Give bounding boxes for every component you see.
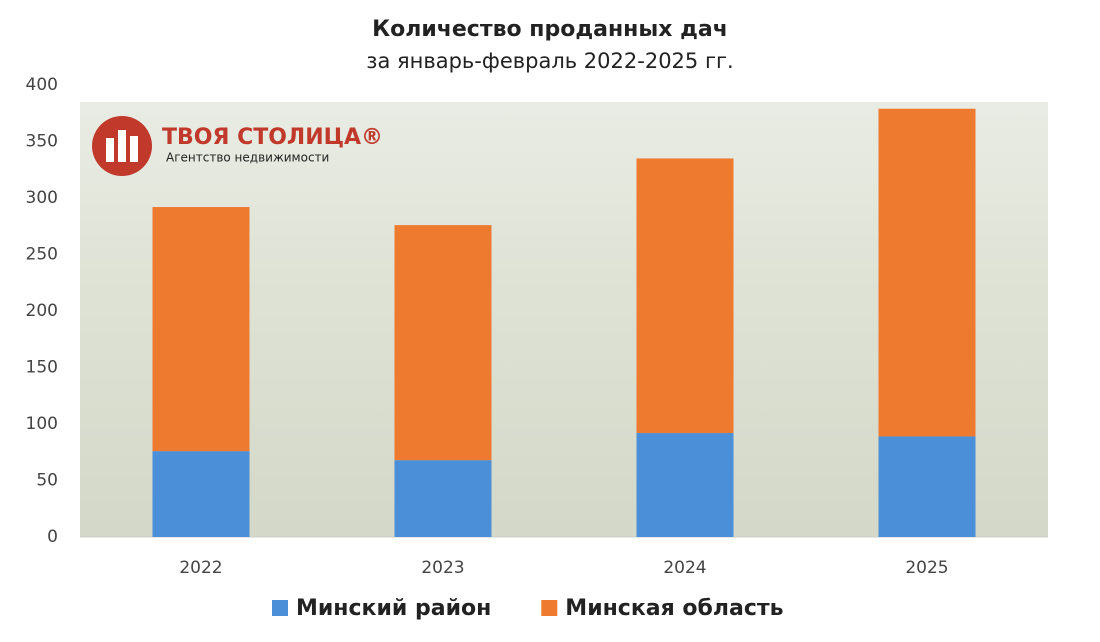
y-tick-label: 0 [47, 527, 58, 547]
bar-segment [636, 433, 734, 537]
bar-segment [394, 460, 492, 537]
legend-swatch [541, 600, 558, 616]
chart-title: Количество проданных дач [372, 17, 728, 42]
logo-icon [130, 136, 138, 162]
y-tick-label: 300 [26, 188, 58, 208]
x-tick-label: 2025 [905, 558, 948, 578]
bar-segment [636, 158, 734, 434]
logo-name: ТВОЯ СТОЛИЦА® [162, 125, 383, 150]
legend-swatch [272, 600, 288, 616]
y-tick-label: 200 [26, 301, 58, 321]
y-tick-label: 50 [36, 471, 58, 491]
logo-icon [106, 138, 114, 162]
legend-label: Минский район [296, 596, 491, 621]
chart-subtitle: за январь-февраль 2022-2025 гг. [366, 49, 733, 73]
y-tick-label: 150 [26, 358, 58, 378]
legend-label: Минская область [565, 596, 783, 621]
bar-segment [152, 207, 250, 452]
y-tick-label: 100 [26, 414, 58, 434]
y-tick-label: 350 [26, 132, 58, 152]
bar-segment [152, 451, 250, 537]
logo: ТВОЯ СТОЛИЦА® Агентство недвижимости [92, 116, 383, 176]
y-tick-label: 250 [26, 245, 58, 265]
bar-segment [394, 225, 492, 461]
x-tick-label: 2024 [663, 558, 706, 578]
x-tick-label: 2023 [421, 558, 464, 578]
logo-icon [118, 130, 126, 162]
bar-segment [878, 436, 976, 537]
logo-tagline: Агентство недвижимости [166, 151, 329, 165]
y-tick-label: 400 [26, 75, 58, 95]
bar-segment [878, 108, 976, 437]
x-tick-label: 2022 [179, 558, 222, 578]
